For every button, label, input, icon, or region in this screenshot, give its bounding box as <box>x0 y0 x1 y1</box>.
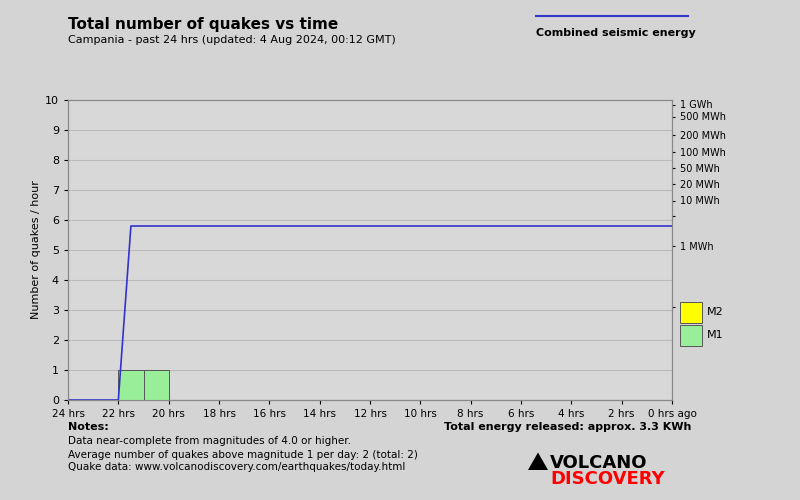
Text: Campania - past 24 hrs (updated: 4 Aug 2024, 00:12 GMT): Campania - past 24 hrs (updated: 4 Aug 2… <box>68 35 396 45</box>
Text: Data near-complete from magnitudes of 4.0 or higher.: Data near-complete from magnitudes of 4.… <box>68 436 351 446</box>
Text: M2: M2 <box>706 307 723 317</box>
Text: Average number of quakes above magnitude 1 per day: 2 (total: 2): Average number of quakes above magnitude… <box>68 450 418 460</box>
Text: Total number of quakes vs time: Total number of quakes vs time <box>68 18 338 32</box>
Text: DISCOVERY: DISCOVERY <box>550 470 665 488</box>
Text: Notes:: Notes: <box>68 422 109 432</box>
Text: VOLCANO: VOLCANO <box>550 454 648 472</box>
Text: M1: M1 <box>706 330 723 340</box>
Bar <box>118 370 143 400</box>
Bar <box>143 370 169 400</box>
Text: Quake data: www.volcanodiscovery.com/earthquakes/today.html: Quake data: www.volcanodiscovery.com/ear… <box>68 462 406 472</box>
Text: Combined seismic energy: Combined seismic energy <box>536 28 696 38</box>
Text: Total energy released: approx. 3.3 KWh: Total energy released: approx. 3.3 KWh <box>444 422 691 432</box>
Y-axis label: Number of quakes / hour: Number of quakes / hour <box>31 180 41 320</box>
